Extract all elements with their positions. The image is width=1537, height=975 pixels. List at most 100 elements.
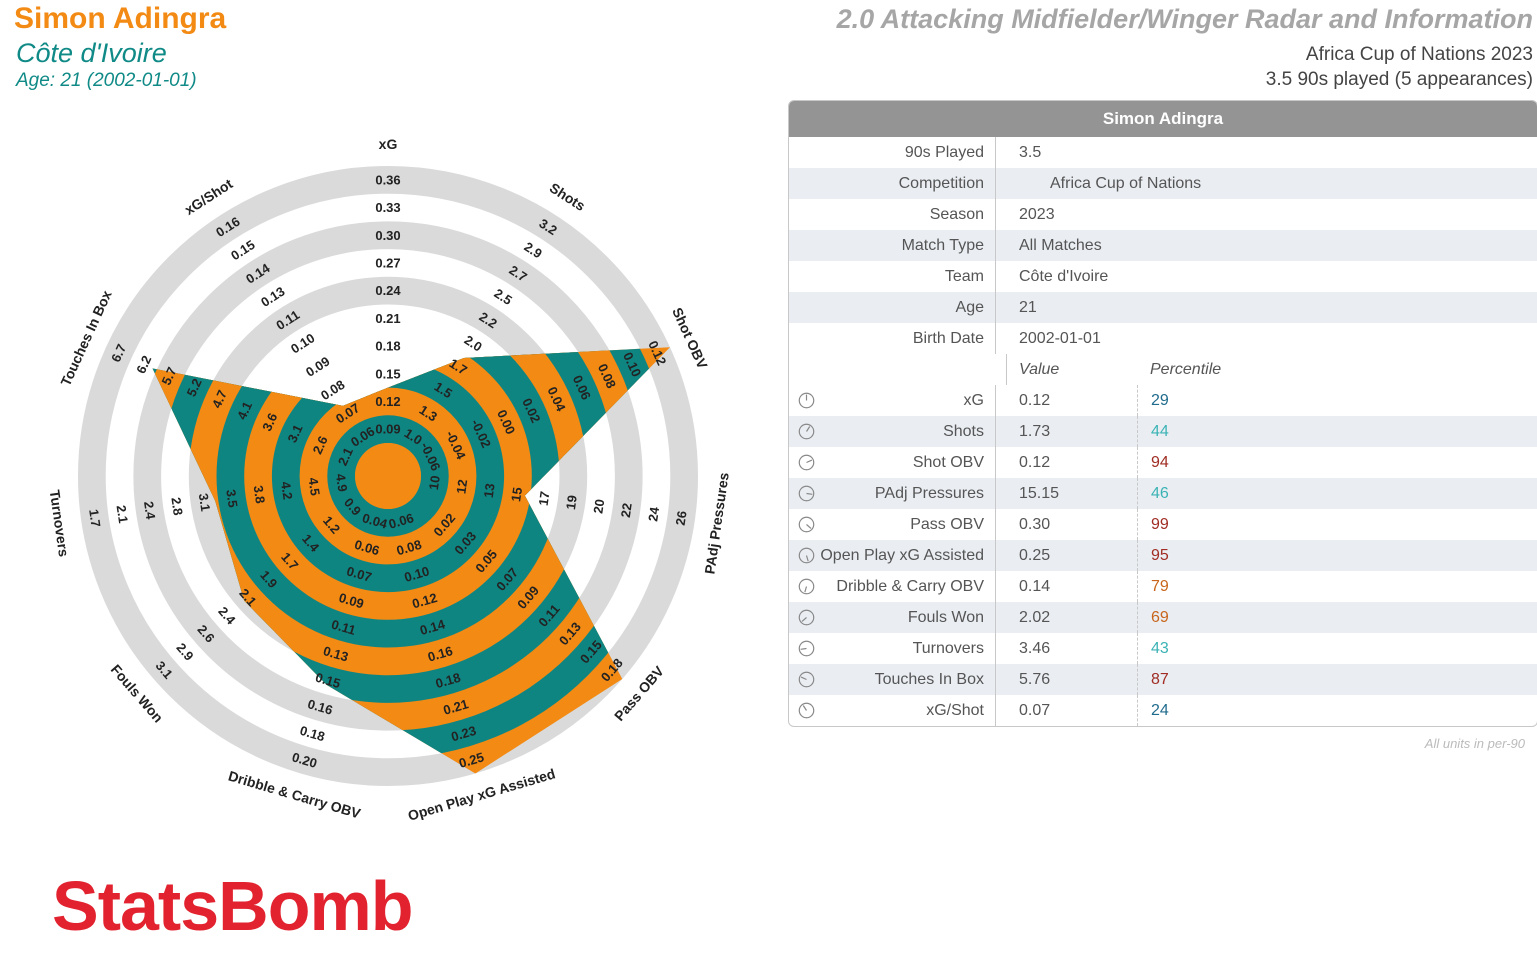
info-row-label: Age: [789, 292, 996, 323]
radar-axis-label: Shots: [547, 179, 589, 214]
radar-tick-label: 0.21: [442, 696, 471, 718]
radar-tick-label: 0.15: [228, 237, 257, 263]
info-row-value: Côte d'Ivoire: [1019, 268, 1109, 285]
radar-tick-label: 2.6: [310, 434, 331, 457]
info-row-label: Season: [789, 199, 996, 230]
gauge-icon: [798, 392, 815, 409]
radar-tick-label: 3.1: [284, 422, 305, 445]
radar-tick-label: 0.08: [318, 377, 347, 403]
radar-tick-label: 5.2: [184, 376, 205, 399]
gauge-icon: [798, 578, 815, 595]
info-row: Team Côte d'Ivoire: [789, 261, 1537, 292]
gauge-icon: [798, 640, 815, 657]
radar-tick-label: 0.30: [375, 228, 400, 243]
metric-row: Touches In Box 5.76 87: [789, 664, 1537, 695]
info-row-label: 90s Played: [789, 137, 996, 168]
info-row-label: Match Type: [789, 230, 996, 261]
radar-axis-label: xG: [379, 136, 398, 152]
radar-tick-label: 0.11: [330, 617, 358, 638]
radar-tick-label: 0.10: [288, 330, 317, 356]
radar-tick-label: 0.09: [303, 354, 332, 380]
player-country: Côte d'Ivoire: [16, 38, 167, 68]
radar-tick-label: 0.08: [395, 537, 424, 559]
metric-label: Touches In Box: [789, 664, 996, 695]
played-line: 3.5 90s played (5 appearances): [1265, 69, 1533, 90]
radar-tick-label: 0.18: [375, 339, 400, 354]
gauge-icon: [798, 671, 815, 688]
radar-tick-label: 0.24: [375, 283, 401, 298]
radar-tick-label: 0.15: [314, 670, 343, 692]
metric-label: Dribble & Carry OBV: [789, 571, 996, 602]
radar-tick-label: 2.4: [215, 604, 239, 628]
metric-row: xG 0.12 29: [789, 385, 1537, 416]
metric-percentile: 44: [1137, 416, 1169, 447]
metric-row: Open Play xG Assisted 0.25 95: [789, 540, 1537, 571]
metrics-header-row: Value Percentile: [789, 354, 1537, 385]
radar-tick-label: 0.27: [375, 255, 400, 270]
radar-tick-label: 0.09: [375, 422, 400, 437]
metric-label: PAdj Pressures: [789, 478, 996, 509]
radar-tick-label: 17: [536, 490, 553, 506]
metric-label: Shots: [789, 416, 996, 447]
radar-tick-label: 4.1: [234, 399, 255, 422]
radar-tick-label: 2.0: [462, 332, 485, 354]
radar-axis-label: Turnovers: [47, 489, 72, 558]
radar-tick-label: 2.8: [168, 496, 185, 516]
metric-row: PAdj Pressures 15.15 46: [789, 478, 1537, 509]
radar-tick-label: 0.12: [410, 590, 439, 612]
radar-tick-label: 0.12: [375, 394, 400, 409]
gauge-icon: [798, 609, 815, 626]
info-row: 90s Played 3.5: [789, 137, 1537, 168]
radar-tick-label: 0.18: [298, 723, 327, 745]
metric-rows: xG 0.12 29 Shots 1.73 44 Shot OBV 0.12 94 PAdj Pr…: [789, 385, 1537, 726]
metric-value: 15.15: [1019, 485, 1060, 502]
metric-percentile: 29: [1137, 385, 1169, 416]
gauge-icon: [798, 702, 815, 719]
info-row-value: 3.5: [1019, 144, 1042, 161]
metrics-header-divider: [789, 354, 1007, 385]
metric-value: 1.73: [1019, 423, 1051, 440]
metric-percentile: 69: [1137, 602, 1169, 633]
metric-value: 0.14: [1019, 578, 1051, 595]
metric-row: Pass OBV 0.30 99: [789, 509, 1537, 540]
info-row-label: Team: [789, 261, 996, 292]
info-row-value: Africa Cup of Nations: [1050, 175, 1202, 192]
radar-tick-label: 6.2: [133, 353, 154, 376]
gauge-icon: [798, 423, 815, 440]
metric-percentile: 94: [1137, 447, 1169, 478]
info-table: Simon Adingra 90s Played 3.5 Competition Af…: [788, 100, 1537, 727]
metric-label: Turnovers: [789, 633, 996, 664]
radar-ring: [78, 166, 698, 786]
radar-tick-label: 5.7: [158, 365, 179, 388]
radar-tick-label: 0.16: [426, 643, 455, 665]
radar-tick-label: 0.07: [345, 563, 374, 585]
info-row-value: 2023: [1019, 206, 1055, 223]
radar-tick-label: 0.20: [290, 749, 319, 771]
radar-tick-label: 0.16: [306, 696, 335, 718]
radar-tick-label: 24: [645, 505, 662, 522]
info-row: Birth Date 2002-01-01: [789, 323, 1537, 354]
radar-tick-label: 20: [590, 498, 607, 514]
statsbomb-logo: StatsBomb: [52, 867, 413, 945]
gauge-icon: [798, 485, 815, 502]
radar-tick-label: 0.14: [418, 616, 447, 638]
percentile-column-header: Percentile: [1150, 361, 1222, 378]
radar-tick-label: 0.18: [434, 670, 463, 692]
radar-tick-label: 26: [673, 510, 690, 526]
radar-tick-label: 0.23: [449, 723, 478, 745]
radar-tick-label: 0.06: [387, 510, 416, 532]
radar-tick-label: 0.36: [375, 172, 400, 187]
gauge-icon: [798, 454, 815, 471]
radar-tick-label: 0.10: [403, 563, 432, 585]
radar-tick-label: 4.7: [209, 388, 230, 411]
metric-value: 5.76: [1019, 671, 1051, 688]
info-row-value: 21: [1019, 299, 1037, 316]
radar-tick-label: 0.06: [353, 537, 382, 559]
metric-value: 0.12: [1019, 392, 1051, 409]
info-row: Age 21: [789, 292, 1537, 323]
radar-tick-label: 22: [618, 502, 635, 518]
radar-tick-label: 2.4: [141, 500, 159, 521]
value-column-header: Value: [1019, 361, 1060, 378]
info-row: Match Type All Matches: [789, 230, 1537, 261]
player-age: Age: 21 (2002-01-01): [16, 70, 197, 91]
